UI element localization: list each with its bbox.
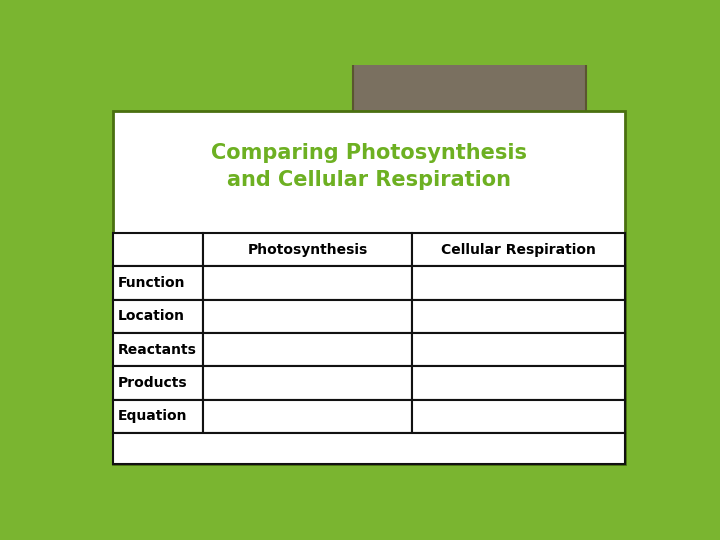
Bar bbox=[114, 300, 203, 333]
Bar bbox=[413, 266, 624, 300]
Bar bbox=[413, 333, 624, 366]
Bar bbox=[114, 233, 203, 266]
Text: Cellular Respiration: Cellular Respiration bbox=[441, 243, 596, 257]
Text: Comparing Photosynthesis
and Cellular Respiration: Comparing Photosynthesis and Cellular Re… bbox=[211, 144, 527, 190]
Bar bbox=[114, 333, 203, 366]
Bar bbox=[413, 233, 624, 266]
Bar bbox=[114, 433, 624, 464]
Bar bbox=[413, 366, 624, 400]
Bar bbox=[114, 266, 203, 300]
Bar bbox=[203, 400, 413, 433]
Text: Products: Products bbox=[118, 376, 187, 390]
Bar bbox=[203, 233, 413, 266]
Bar bbox=[413, 400, 624, 433]
Bar bbox=[114, 366, 203, 400]
Text: Function: Function bbox=[118, 276, 186, 290]
Bar bbox=[413, 300, 624, 333]
Text: Reactants: Reactants bbox=[118, 342, 197, 356]
Text: Photosynthesis: Photosynthesis bbox=[248, 243, 368, 257]
Bar bbox=[203, 333, 413, 366]
Bar bbox=[203, 366, 413, 400]
Bar bbox=[354, 63, 586, 117]
Bar bbox=[203, 266, 413, 300]
Text: Equation: Equation bbox=[118, 409, 187, 423]
Bar bbox=[114, 400, 203, 433]
Bar bbox=[203, 300, 413, 333]
Text: Location: Location bbox=[118, 309, 185, 323]
Bar bbox=[114, 111, 624, 464]
